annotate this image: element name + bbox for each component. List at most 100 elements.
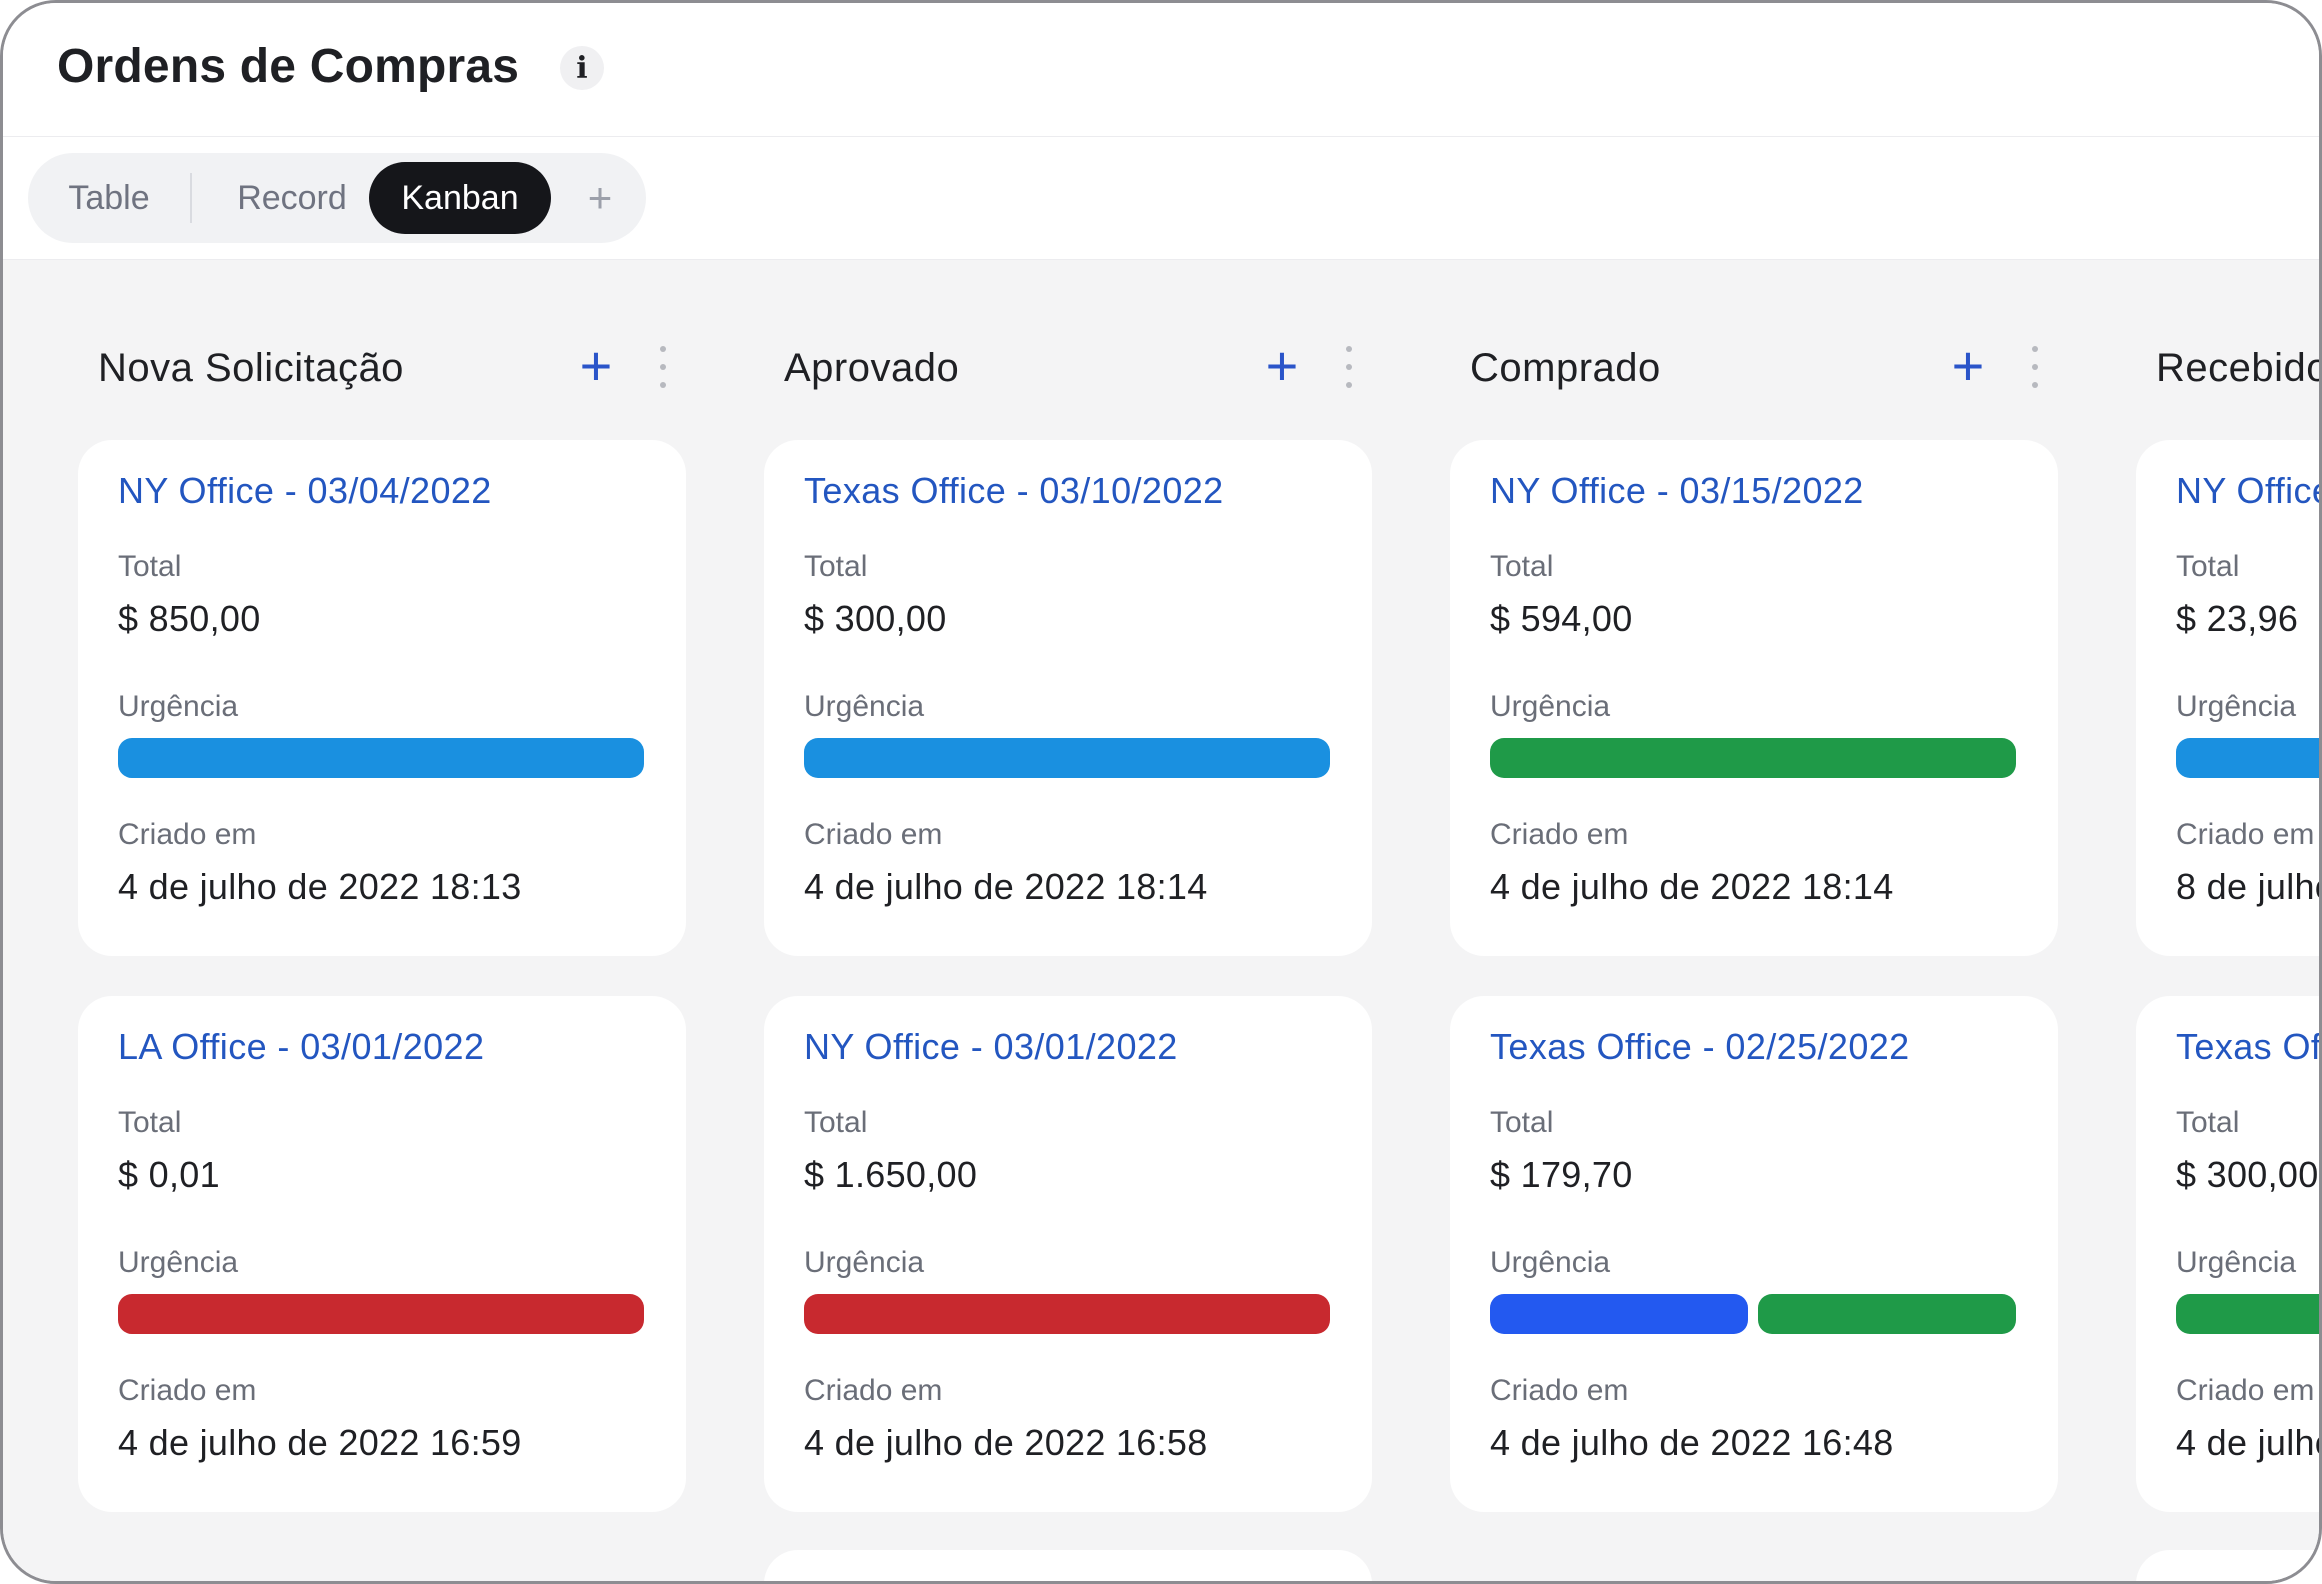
urgency-bar <box>1490 1294 1748 1334</box>
created-value: 4 de julho de 2022 18:14 <box>804 866 1208 907</box>
urgency-bar <box>1758 1294 2016 1334</box>
created-label: Criado em <box>804 818 943 851</box>
add-card-button[interactable]: + <box>579 334 613 397</box>
kanban-card[interactable]: NY Office - 03/01/2022 Total $ 1.650,00 … <box>764 996 1372 1512</box>
created-value: 4 de julho de 2022 16:59 <box>118 1422 522 1463</box>
kanban-card[interactable] <box>2136 1550 2319 1581</box>
card-title-link[interactable]: LA Office - 03/01/2022 <box>118 1026 485 1067</box>
created-label: Criado em <box>2176 1374 2315 1407</box>
view-bar: Table Record Kanban + <box>3 137 2319 259</box>
created-value: 4 de julho <box>2176 1422 2322 1463</box>
view-switcher: Table Record Kanban + <box>28 153 646 243</box>
card-title-link[interactable]: Texas Office - 02/25/2022 <box>1490 1026 1910 1067</box>
urgency-bars <box>804 1294 1330 1334</box>
total-value: $ 850,00 <box>118 598 261 639</box>
urgency-label: Urgência <box>1490 1246 1611 1279</box>
urgency-label: Urgência <box>118 690 239 723</box>
kanban-card[interactable]: LA Office - 03/01/2022 Total $ 0,01 Urgê… <box>78 996 686 1512</box>
add-card-button[interactable]: + <box>1265 334 1299 397</box>
created-label: Criado em <box>804 1374 943 1407</box>
column-title: Aprovado <box>784 346 960 390</box>
card-title-link[interactable]: Texas Office - 03/10/2022 <box>804 470 1224 511</box>
column-header: Aprovado + <box>764 332 1372 402</box>
kanban-column: Nova Solicitação + NY Office - 03/04/202… <box>78 260 686 1581</box>
total-value: $ 179,70 <box>1490 1154 1633 1195</box>
created-value: 8 de julho <box>2176 866 2322 907</box>
kanban-card[interactable]: NY Office - 03/04/2022 Total $ 850,00 Ur… <box>78 440 686 956</box>
created-label: Criado em <box>118 818 257 851</box>
total-label: Total <box>2176 1106 2240 1139</box>
kanban-card[interactable]: NY Office Total $ 23,96 Urgência Criado … <box>2136 440 2322 956</box>
tab-kanban[interactable]: Kanban <box>369 162 551 234</box>
add-card-button[interactable]: + <box>1951 334 1985 397</box>
tab-record[interactable]: Record <box>237 178 347 217</box>
urgency-bars <box>2176 1294 2319 1334</box>
total-value: $ 23,96 <box>2176 598 2299 639</box>
kanban-column: Recebido NY Office Total $ 23,96 Urgênci… <box>2136 260 2322 1581</box>
urgency-bars <box>1490 1294 2016 1334</box>
kanban-card[interactable]: Texas Office Total $ 300,00 Urgência Cri… <box>2136 996 2322 1512</box>
add-view-button[interactable]: + <box>587 174 613 221</box>
created-value: 4 de julho de 2022 16:48 <box>1490 1422 1894 1463</box>
total-value: $ 1.650,00 <box>804 1154 978 1195</box>
created-label: Criado em <box>118 1374 257 1407</box>
column-menu-icon[interactable] <box>1334 340 1364 394</box>
urgency-bars <box>1490 738 2016 778</box>
column-header: Recebido <box>2136 332 2322 402</box>
kanban-board: Nova Solicitação + NY Office - 03/04/202… <box>3 259 2322 1581</box>
urgency-bar <box>1490 738 2016 778</box>
column-title: Comprado <box>1470 346 1661 390</box>
card-title-link[interactable]: NY Office - 03/15/2022 <box>1490 470 1864 511</box>
column-menu-icon[interactable] <box>2020 340 2050 394</box>
kanban-card[interactable] <box>764 1550 1372 1581</box>
total-label: Total <box>118 550 182 583</box>
created-value: 4 de julho de 2022 16:58 <box>804 1422 1208 1463</box>
tab-table[interactable]: Table <box>68 178 150 217</box>
urgency-label: Urgência <box>1490 690 1611 723</box>
column-title: Nova Solicitação <box>98 346 404 390</box>
card-title-link[interactable]: NY Office - 03/01/2022 <box>804 1026 1178 1067</box>
total-value: $ 300,00 <box>2176 1154 2319 1195</box>
card-title-link[interactable]: NY Office <box>2176 470 2322 511</box>
urgency-bars <box>2176 738 2319 778</box>
urgency-label: Urgência <box>2176 690 2297 723</box>
urgency-bars <box>804 738 1330 778</box>
urgency-label: Urgência <box>804 690 925 723</box>
urgency-bar <box>118 738 644 778</box>
kanban-column: Aprovado + Texas Office - 03/10/2022 Tot… <box>764 260 1372 1581</box>
urgency-bars <box>118 738 644 778</box>
total-value: $ 594,00 <box>1490 598 1633 639</box>
column-title: Recebido <box>2156 346 2322 390</box>
kanban-column: Comprado + NY Office - 03/15/2022 Total … <box>1450 260 2058 1581</box>
kanban-card[interactable]: Texas Office - 02/25/2022 Total $ 179,70… <box>1450 996 2058 1512</box>
urgency-bar <box>804 738 1330 778</box>
total-label: Total <box>1490 1106 1554 1139</box>
column-menu-icon[interactable] <box>648 340 678 394</box>
urgency-label: Urgência <box>2176 1246 2297 1279</box>
created-value: 4 de julho de 2022 18:13 <box>118 866 522 907</box>
total-value: $ 300,00 <box>804 598 947 639</box>
urgency-bar <box>118 1294 644 1334</box>
urgency-bar <box>2176 738 2319 778</box>
total-label: Total <box>804 1106 868 1139</box>
kanban-card[interactable]: NY Office - 03/15/2022 Total $ 594,00 Ur… <box>1450 440 2058 956</box>
total-label: Total <box>804 550 868 583</box>
column-header: Nova Solicitação + <box>78 332 686 402</box>
tab-divider <box>190 173 192 223</box>
urgency-label: Urgência <box>804 1246 925 1279</box>
page-header: Ordens de Compras i <box>3 3 2319 137</box>
card-title-link[interactable]: NY Office - 03/04/2022 <box>118 470 492 511</box>
column-header: Comprado + <box>1450 332 2058 402</box>
urgency-bar <box>804 1294 1330 1334</box>
info-icon[interactable]: i <box>560 46 604 90</box>
urgency-label: Urgência <box>118 1246 239 1279</box>
created-label: Criado em <box>1490 818 1629 851</box>
total-label: Total <box>118 1106 182 1139</box>
created-value: 4 de julho de 2022 18:14 <box>1490 866 1894 907</box>
urgency-bars <box>118 1294 644 1334</box>
card-title-link[interactable]: Texas Office <box>2176 1026 2321 1067</box>
kanban-card[interactable]: Texas Office - 03/10/2022 Total $ 300,00… <box>764 440 1372 956</box>
created-label: Criado em <box>1490 1374 1629 1407</box>
page-title: Ordens de Compras <box>57 40 520 93</box>
